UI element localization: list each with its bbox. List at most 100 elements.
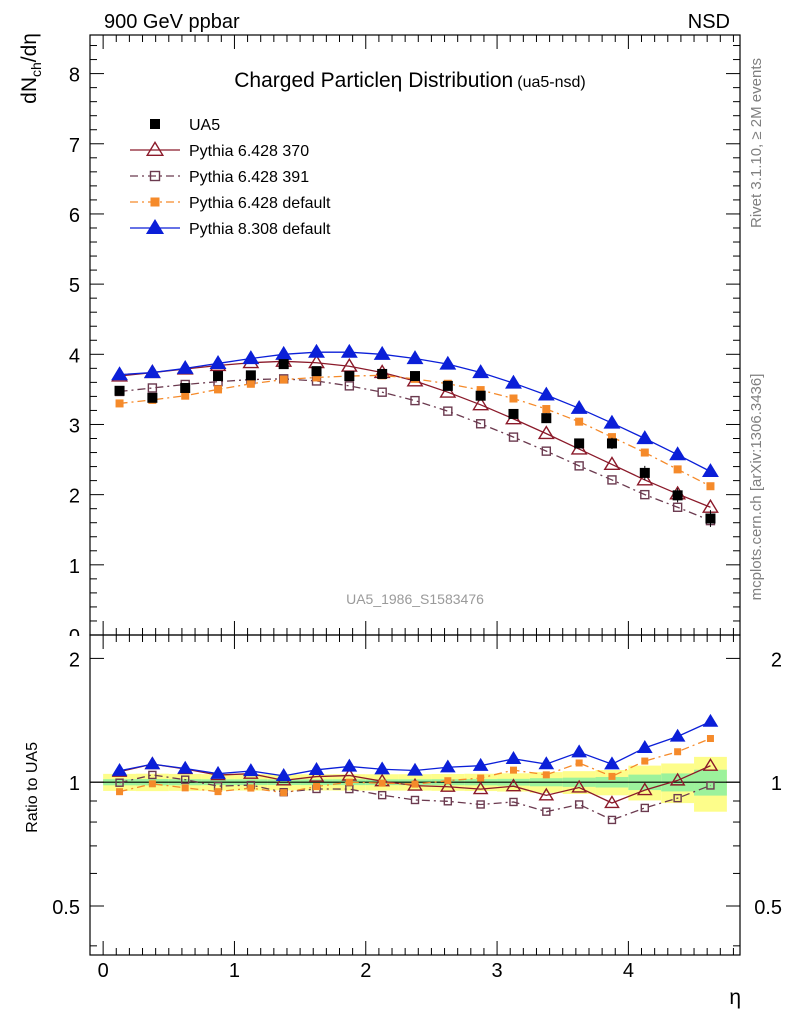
ratio-point xyxy=(604,795,620,809)
ratio-point xyxy=(509,797,518,807)
main-tick-marks xyxy=(90,35,740,636)
main-y-tick-label: 2 xyxy=(69,486,80,508)
legend-item: Pythia 6.428 370 xyxy=(130,141,309,160)
series-pythia-6-428-default xyxy=(115,371,715,491)
ratio-plot-frame xyxy=(89,634,741,956)
ratio-point xyxy=(116,788,124,796)
data-point xyxy=(508,432,519,442)
ratio-point xyxy=(443,797,453,806)
ratio-y-tick-label-left: 0.5 xyxy=(52,897,80,919)
chart-title: Charged Particleη Distribution (ua5-nsd) xyxy=(234,69,585,92)
data-point xyxy=(672,502,683,512)
ratio-point xyxy=(702,757,719,771)
legend: UA5 Pythia 6.428 370 Pythia 6.428 391 Pythi… xyxy=(130,117,331,238)
ratio-point xyxy=(111,762,128,776)
ratio-point xyxy=(538,756,555,770)
ratio-point xyxy=(706,781,715,790)
main-y-tick-label: 5 xyxy=(69,275,80,297)
ratio-point xyxy=(377,790,387,800)
data-point xyxy=(570,399,588,414)
data-point xyxy=(575,417,584,426)
data-point xyxy=(603,456,621,471)
data-point xyxy=(278,359,289,370)
main-y-tick-label: 8 xyxy=(69,65,80,87)
ratio-point xyxy=(674,748,682,756)
process-label: NSD xyxy=(688,11,730,33)
ratio-point xyxy=(345,778,353,786)
chart-title-tag: (ua5-nsd) xyxy=(517,74,585,91)
data-point xyxy=(475,419,486,429)
main-y-tick-label: 6 xyxy=(69,205,80,227)
ratio-point xyxy=(411,780,419,788)
data-point xyxy=(639,467,650,478)
data-point xyxy=(606,438,617,449)
data-point xyxy=(542,405,551,414)
ratio-point xyxy=(181,784,189,792)
main-plot-frame xyxy=(89,34,741,636)
ratio-point xyxy=(177,760,194,774)
series-line xyxy=(119,360,711,508)
legend-marker xyxy=(149,170,161,182)
data-point xyxy=(143,364,161,379)
ratio-point xyxy=(308,768,325,782)
mcplots-label: mcplots.cern.ch [arXiv:1306.3436] xyxy=(748,374,765,601)
data-point xyxy=(574,438,585,449)
ratio-point xyxy=(148,770,157,780)
ratio-point xyxy=(476,800,485,809)
energy-label: 900 GeV ppbar xyxy=(104,11,240,33)
ratio-point xyxy=(542,807,551,816)
ratio-point xyxy=(341,758,358,772)
ratio-point xyxy=(702,713,719,727)
ratio-point xyxy=(669,728,686,742)
ratio-point xyxy=(574,800,584,809)
data-point xyxy=(439,383,457,398)
legend-item: Pythia 6.428 391 xyxy=(130,169,309,186)
legend-label: UA5 xyxy=(189,117,220,134)
legend-item: Pythia 6.428 default xyxy=(130,195,331,212)
ratio-panel: 0.5 0.5 1 1 2 2 0 1 2 3 4 Ratio to UA5 η xyxy=(24,634,782,1009)
data-point xyxy=(246,379,255,388)
ratio-point xyxy=(313,783,321,791)
ratio-point xyxy=(669,772,686,786)
data-point xyxy=(114,385,125,396)
data-point xyxy=(509,394,518,403)
legend-label: Pythia 8.308 default xyxy=(189,221,331,238)
ratio-tick-marks xyxy=(90,635,740,955)
ratio-point xyxy=(604,756,620,770)
x-tick-label: 2 xyxy=(360,960,371,982)
data-point xyxy=(275,345,293,360)
ratio-point xyxy=(210,765,226,779)
data-point xyxy=(472,396,490,411)
data-point xyxy=(640,489,650,500)
ratio-point xyxy=(636,740,653,753)
ratio-point xyxy=(378,779,386,787)
data-point xyxy=(312,373,321,382)
ratio-point xyxy=(509,766,517,774)
ratio-point xyxy=(505,751,522,764)
data-point xyxy=(672,490,683,501)
ratio-point xyxy=(571,779,587,793)
ratio-point xyxy=(374,761,391,775)
data-point xyxy=(340,343,358,358)
data-point xyxy=(344,371,355,382)
ratio-point xyxy=(181,775,190,784)
data-point xyxy=(442,380,453,391)
legend-marker xyxy=(145,141,165,156)
data-point xyxy=(475,390,486,401)
data-point xyxy=(537,386,555,401)
legend-label: Pythia 6.428 370 xyxy=(189,143,309,160)
series-pythia-6-428-391 xyxy=(114,374,716,526)
data-point xyxy=(574,461,584,471)
data-point xyxy=(111,366,128,381)
main-y-tick-label: 7 xyxy=(69,135,80,157)
ratio-point xyxy=(444,777,452,785)
legend-label: Pythia 6.428 default xyxy=(189,195,331,212)
legend-label: Pythia 6.428 391 xyxy=(189,169,309,186)
x-tick-labels: 0 1 2 3 4 xyxy=(98,960,634,982)
ratio-y-tick-label-left: 1 xyxy=(69,773,80,795)
data-point xyxy=(181,391,190,400)
ratio-point xyxy=(144,756,161,770)
main-y-tick-label: 4 xyxy=(69,345,80,367)
ratio-y-tick-label-right: 2 xyxy=(771,649,782,671)
data-point xyxy=(640,448,649,457)
